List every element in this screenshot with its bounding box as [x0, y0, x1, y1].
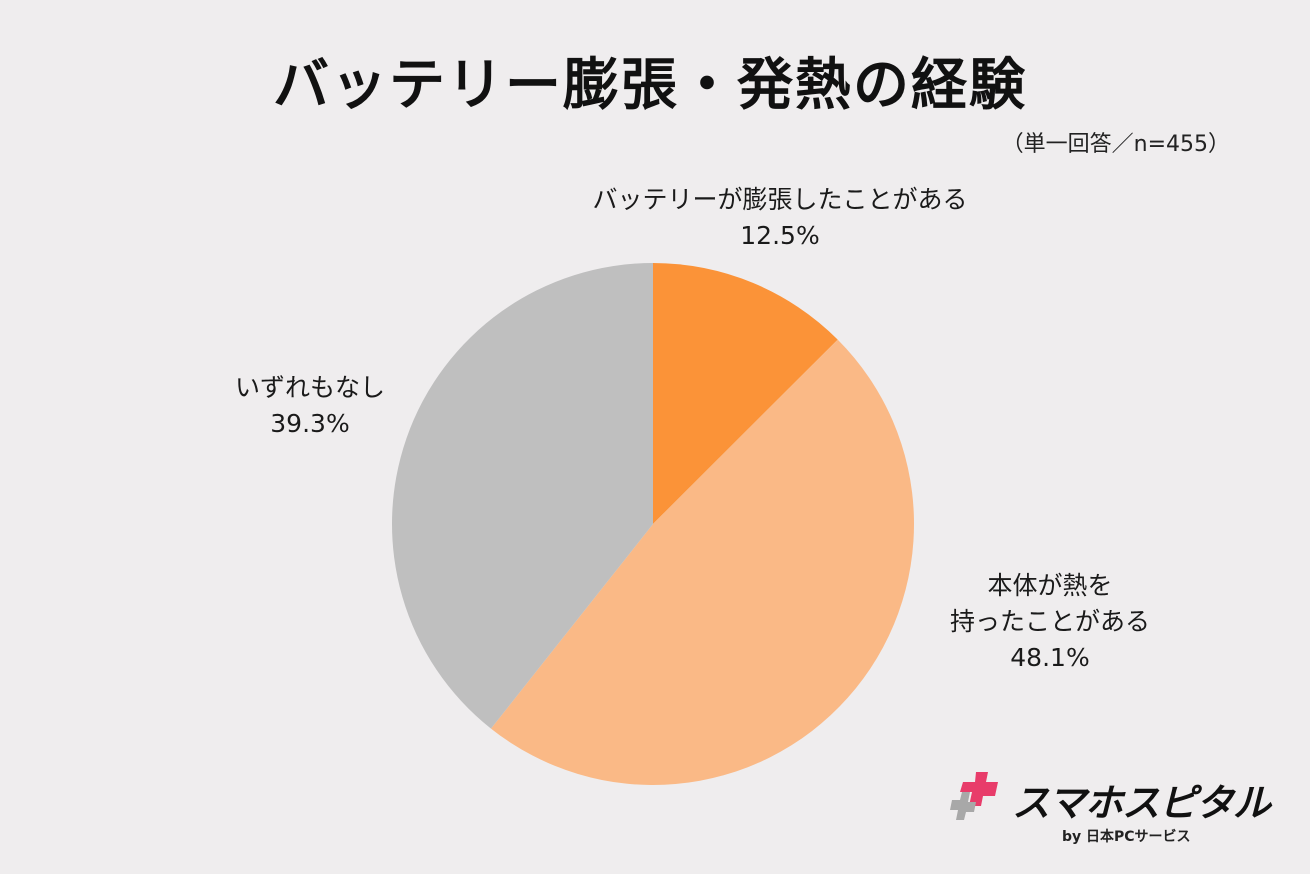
slice-value-none: 39.3% — [270, 409, 350, 438]
slice-label-none-line-1: いずれもなし — [234, 373, 385, 402]
slice-label-battery-swelling-line-1: バッテリーが膨張したことがある — [592, 185, 968, 214]
logo-cross-gray — [950, 792, 976, 820]
logo-text: スマホスピタル — [1012, 781, 1271, 825]
pie-slice-battery-swelling — [653, 263, 838, 524]
slice-value-battery-swelling: 12.5% — [740, 221, 820, 250]
slice-label-none: いずれもなし 39.3% — [160, 370, 460, 442]
logo-cross-pink — [960, 772, 998, 806]
logo-subtext: by 日本PCサービス — [1062, 829, 1191, 845]
slice-label-body-heat: 本体が熱を 持ったことがある 48.1% — [900, 568, 1200, 676]
logo-cross-icon — [950, 772, 998, 820]
pie-slices — [391, 263, 914, 785]
brand-logo: スマホスピタル by 日本PCサービス — [950, 770, 1280, 850]
slice-value-body-heat: 48.1% — [1010, 643, 1090, 672]
slice-label-body-heat-line-2: 持ったことがある — [949, 607, 1150, 636]
slice-label-body-heat-line-1: 本体が熱を — [987, 571, 1113, 600]
pie-slice-none — [391, 263, 653, 729]
slice-label-battery-swelling: バッテリーが膨張したことがある 12.5% — [530, 182, 1030, 254]
chart-title: バッテリー膨張・発熱の経験 — [273, 53, 1027, 118]
pie-slice-body-heat — [490, 339, 914, 785]
chart-subtitle: （単一回答／n=455） — [1001, 132, 1230, 157]
